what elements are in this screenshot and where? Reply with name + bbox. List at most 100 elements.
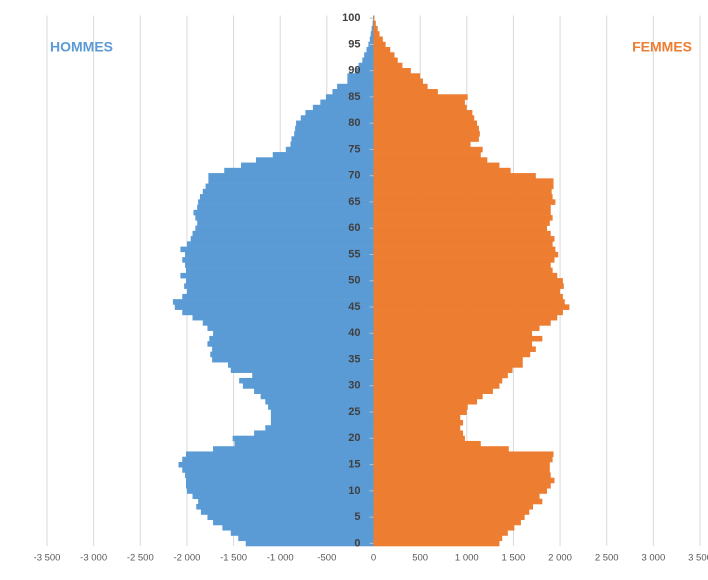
bars [172,15,570,547]
bar [195,225,374,232]
bar [232,435,374,442]
x-tick-label: 2 500 [595,553,619,564]
bar [373,320,551,326]
bar [369,36,374,43]
x-tick-label: -500 [317,553,336,564]
bar [268,404,374,410]
bar [373,204,551,211]
bar [373,104,467,111]
bar [373,472,551,479]
bar [202,320,374,326]
bar [373,246,556,253]
bar [373,131,480,137]
y-tick-label: 35 [348,353,360,365]
bar [373,52,395,58]
bar [320,99,374,106]
bar [196,503,374,510]
bar [373,299,565,305]
bar [193,209,374,216]
bar [209,335,374,342]
bar [373,388,493,394]
bar [373,398,478,405]
bar [373,346,536,352]
bar [373,535,503,542]
bar [347,78,374,85]
bar [291,136,374,142]
bar [373,251,559,258]
bar [373,325,540,331]
bar [373,383,500,389]
x-tick-label: -3 500 [34,553,61,564]
bar [272,152,374,158]
bar [192,314,374,321]
y-tick-label: 30 [348,380,360,392]
bar [185,262,374,268]
bar [192,493,374,500]
y-tick-label: 90 [348,65,360,77]
bar [224,167,374,174]
bar [373,377,503,384]
x-tick-label: 1 000 [455,553,479,564]
bar [185,278,374,284]
bar [373,414,461,421]
bar [252,372,374,379]
bar [373,430,464,436]
bar [305,110,374,116]
bar [373,220,550,226]
bar [373,241,553,247]
y-tick-label: 0 [354,537,360,549]
bar [373,367,513,373]
bar [373,236,555,242]
bar [373,488,548,494]
bar [373,47,391,53]
bar [373,188,552,195]
y-tick-label: 45 [348,301,360,313]
bar [373,267,553,274]
bar [373,89,438,95]
x-tick-label: 1 500 [502,553,526,564]
bar [373,425,461,431]
bar [198,498,374,505]
bar [373,26,378,32]
bar [373,335,543,342]
bar [373,125,479,132]
bar [213,519,374,526]
labels: -3 500 -3 000 -2 500 -2 000 -1 500 -1 000 -500… [34,12,708,563]
bar [230,367,374,373]
bar [373,146,483,153]
bar [205,183,374,190]
bar [373,78,423,85]
bar [182,293,374,300]
y-tick-label: 70 [348,170,360,182]
bar [366,47,374,53]
bar [373,62,403,69]
bar [373,36,383,43]
y-tick-label: 75 [348,143,360,155]
bar [242,383,374,389]
y-tick-label: 50 [348,275,360,287]
bar [185,482,374,489]
bar [373,451,554,458]
x-tick-label: -2 500 [127,553,154,564]
bar [373,272,558,279]
bar [373,419,464,426]
bar [373,215,553,221]
y-tick-label: 55 [348,248,360,260]
bar [372,20,374,27]
bar [373,57,398,64]
bar [373,262,551,268]
bar [234,440,374,447]
bar [270,409,374,415]
x-tick-label: -3 000 [80,553,107,564]
bar [373,293,563,300]
bar [373,446,509,452]
bar [373,309,563,316]
bar [185,267,374,274]
bar [213,330,374,337]
legend-label: HOMMES [50,39,113,55]
bar [358,62,374,69]
bar [245,540,374,547]
bar [373,225,548,232]
bar [210,351,374,358]
